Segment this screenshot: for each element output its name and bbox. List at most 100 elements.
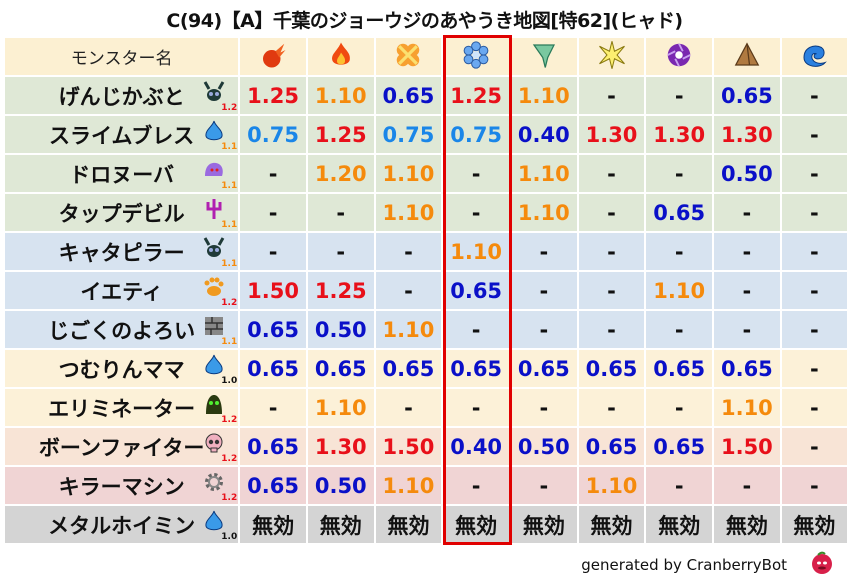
fly-beetle-icon (203, 81, 225, 101)
resistance-value: - (781, 116, 847, 153)
monster-name: キャタピラー (58, 240, 185, 265)
resistance-value: - (443, 467, 509, 504)
resistance-value: 0.50 (307, 311, 374, 348)
resistance-value: 0.65 (240, 311, 306, 348)
resistance-value: 0.65 (307, 350, 374, 387)
resistance-value: 0.50 (307, 467, 374, 504)
resistance-value: 0.65 (375, 350, 442, 387)
resistance-value: 1.10 (578, 467, 645, 504)
resistance-value: - (511, 467, 577, 504)
monster-level: 1.1 (221, 259, 238, 269)
resistance-value: 1.10 (307, 389, 374, 426)
resistance-value: - (511, 233, 577, 270)
monster-cell: エリミネーター 1.2 (5, 389, 239, 426)
monster-level: 1.2 (221, 493, 238, 503)
cranberry-bot-icon (812, 551, 832, 574)
resistance-value: - (578, 155, 645, 192)
trident-devil-icon (206, 199, 222, 219)
monster-cell: ドロヌーバ 1.1 (5, 155, 239, 192)
resistance-value: 1.25 (240, 77, 306, 114)
resistance-value: 1.10 (375, 155, 442, 192)
brick-icon (205, 317, 224, 335)
resistance-value: 0.50 (511, 428, 577, 465)
resistance-value: - (511, 311, 577, 348)
resistance-value: 1.30 (578, 116, 645, 153)
resistance-value: 0.75 (240, 116, 306, 153)
element-header-7 (714, 38, 780, 75)
resistance-value: - (240, 233, 306, 270)
monster-cell: キャタピラー 1.1 (5, 233, 239, 270)
resistance-value: 0.65 (646, 350, 713, 387)
resistance-value: 0.40 (511, 116, 577, 153)
resistance-value: 無効 (375, 506, 442, 543)
monster-name: タップデビル (58, 201, 185, 226)
monster-name: エリミネーター (48, 396, 196, 421)
monster-cell: ボーンファイター 1.2 (5, 428, 239, 465)
resistance-value: - (646, 389, 713, 426)
monster-level: 1.2 (221, 298, 238, 308)
resistance-value: 0.65 (646, 194, 713, 231)
resistance-value: - (646, 233, 713, 270)
resistance-value: - (781, 233, 847, 270)
resistance-value: 0.65 (443, 272, 509, 309)
resistance-value: - (307, 194, 374, 231)
page-title: C(94)【A】千葉のジョーウジのあやうき地図[特62](ヒャド) (166, 10, 683, 32)
resistance-value: 1.30 (714, 116, 780, 153)
resistance-table: モンスター名 げんじかぶと 1.2 1.25 1.10 0.65 1.25 1.10- -0.6… (3, 36, 849, 545)
ice-icon (463, 40, 489, 69)
resistance-value: 無効 (240, 506, 306, 543)
resistance-value: 1.25 (443, 77, 509, 114)
table-row: ドロヌーバ 1.1-1.20 1.10-1.10- -0.50- (5, 155, 847, 192)
resistance-value: 0.65 (443, 350, 509, 387)
resistance-value: - (714, 272, 780, 309)
table-row: キャタピラー 1.1- - -1.10- - - - - (5, 233, 847, 270)
resistance-value: - (578, 311, 645, 348)
monster-level: 1.2 (221, 415, 238, 425)
resistance-value: - (646, 467, 713, 504)
monster-name: キラーマシン (58, 474, 185, 499)
resistance-value: 0.40 (443, 428, 509, 465)
resistance-value: 無効 (511, 506, 577, 543)
table-row: ボーンファイター 1.2 0.65 1.30 1.50 0.40 0.50 0.65 0.65 1… (5, 428, 847, 465)
monster-level: 1.1 (221, 220, 238, 230)
resistance-value: 1.30 (646, 116, 713, 153)
monster-level: 1.2 (221, 103, 238, 113)
earth-icon (734, 41, 760, 66)
dark-icon (667, 42, 691, 67)
water-icon (803, 45, 828, 67)
resistance-value: - (646, 155, 713, 192)
resistance-value: 0.65 (578, 350, 645, 387)
flame-icon (331, 42, 350, 65)
monster-level: 1.0 (221, 376, 238, 386)
gear-icon (205, 473, 224, 491)
slime-icon (205, 120, 223, 141)
monster-cell: つむりんママ 1.0 (5, 350, 239, 387)
resistance-value: - (781, 194, 847, 231)
resistance-value: 1.10 (511, 194, 577, 231)
monster-name: げんじかぶと (58, 84, 185, 109)
resistance-value: - (578, 77, 645, 114)
resistance-value: 無効 (578, 506, 645, 543)
fly-beetle-icon (203, 237, 225, 257)
element-header-2 (375, 38, 442, 75)
resistance-value: 0.65 (714, 77, 780, 114)
wind-icon (532, 43, 555, 68)
monster-cell: スライムブレス 1.1 (5, 116, 239, 153)
resistance-value: - (714, 194, 780, 231)
resistance-value: 0.65 (714, 350, 780, 387)
resistance-value: 0.65 (578, 428, 645, 465)
table-row: エリミネーター 1.2-1.10- - - - -1.10- (5, 389, 847, 426)
resistance-value: - (511, 389, 577, 426)
mud-monster-icon (205, 162, 223, 176)
light-icon (598, 40, 625, 69)
resistance-value: 1.30 (307, 428, 374, 465)
resistance-value: 無効 (781, 506, 847, 543)
element-header-0 (240, 38, 306, 75)
element-header-3 (443, 38, 509, 75)
resistance-value: - (781, 350, 847, 387)
monster-cell: キラーマシン 1.2 (5, 467, 239, 504)
ghost-hood-icon (206, 395, 223, 414)
resistance-value: - (375, 272, 442, 309)
slime-icon (205, 354, 223, 375)
element-header-1 (307, 38, 374, 75)
